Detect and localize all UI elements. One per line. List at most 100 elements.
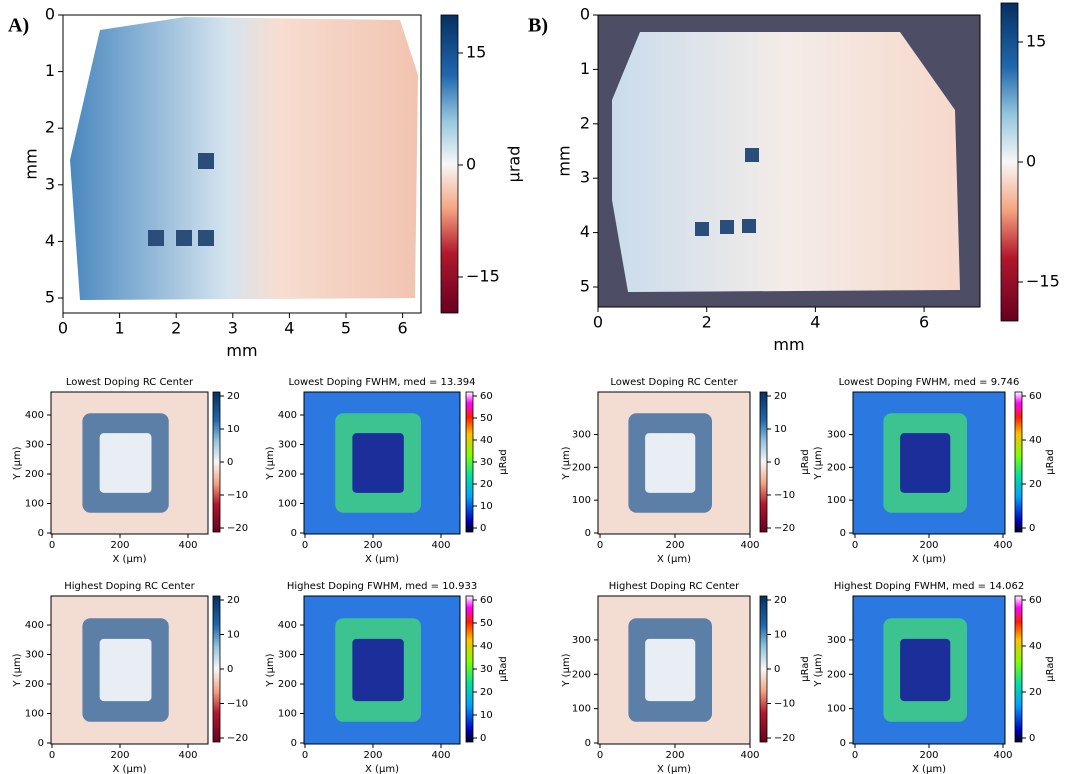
x-axis-label: X (μm) (365, 764, 399, 774)
y-axis-label: Y (μm) (813, 446, 824, 480)
x-tick-label: 400 (740, 750, 759, 761)
y-tick-label: 300 (572, 635, 591, 646)
colorbar-tick-label: −15 (466, 267, 500, 286)
y-tick-label: 200 (25, 469, 44, 480)
colorbar-tick-label: 20 (774, 391, 787, 402)
y-tick-label: 2 (580, 113, 590, 132)
y-tick-label: 100 (25, 499, 44, 510)
colorbar-tick-label: 40 (1029, 641, 1042, 652)
colorbar-tick-label: 10 (227, 630, 240, 641)
colorbar-tick-label: 20 (227, 391, 240, 402)
y-tick-label: 0 (580, 5, 590, 24)
colorbar-tick-label: 30 (480, 457, 493, 468)
x-axis-label: X (μm) (912, 554, 946, 565)
y-tick-label: 4 (45, 231, 55, 250)
colorbar-tick-label: 10 (774, 424, 787, 435)
colorbar-tick-label: 50 (480, 618, 493, 629)
subplot-title: Lowest Doping RC Center (66, 377, 194, 388)
colorbar (1015, 596, 1022, 742)
y-tick-label: 200 (25, 679, 44, 690)
x-tick-label: 200 (363, 540, 382, 551)
x-axis-label: X (μm) (912, 764, 946, 774)
y-tick-label: 1 (45, 61, 55, 80)
y-axis-label: mm (22, 148, 41, 179)
colorbar-tick-label: −10 (227, 699, 248, 710)
x-tick-label: 0 (593, 313, 603, 332)
panel-label: B) (528, 15, 548, 37)
x-tick-label: 0 (302, 750, 308, 761)
colorbar-tick-label: 60 (1029, 595, 1042, 606)
colorbar-tick-label: 60 (480, 595, 493, 606)
colorbar (760, 392, 767, 532)
y-axis-label: Y (μm) (561, 446, 572, 480)
x-tick-label: 400 (740, 540, 759, 551)
colorbar-tick-label: 10 (774, 630, 787, 641)
colorbar-tick-label: 20 (1029, 479, 1042, 490)
colorbar-tick-label: 40 (480, 435, 493, 446)
x-tick-label: 2 (171, 319, 181, 338)
y-tick-label: 4 (580, 222, 590, 241)
y-tick-label: 2 (45, 118, 55, 137)
y-tick-label: 300 (572, 430, 591, 441)
y-tick-label: 3 (580, 168, 590, 187)
x-tick-label: 0 (58, 319, 68, 338)
y-tick-label: 0 (585, 738, 591, 749)
colorbar-label: µrad (505, 146, 524, 183)
x-tick-label: 5 (341, 319, 351, 338)
map-feature (645, 639, 695, 701)
colorbar-tick-label: 15 (1026, 32, 1046, 51)
colorbar-tick-label: 50 (480, 413, 493, 424)
x-tick-label: 200 (110, 540, 129, 551)
subplot-title: Highest Doping RC Center (609, 581, 740, 592)
colorbar-tick-label: 0 (227, 457, 233, 468)
x-tick-label: 0 (302, 540, 308, 551)
y-tick-label: 100 (278, 709, 297, 720)
y-tick-label: 3 (45, 174, 55, 193)
subplot-title: Lowest Doping RC Center (610, 377, 738, 388)
y-tick-label: 200 (827, 462, 846, 473)
colorbar-tick-label: 0 (1029, 523, 1035, 534)
subplot-title: Lowest Doping FWHM, med = 9.746 (839, 377, 1020, 388)
x-tick-label: 200 (919, 750, 938, 761)
x-tick-label: 200 (110, 750, 129, 761)
y-tick-label: 400 (278, 620, 297, 631)
colorbar-tick-label: 0 (227, 664, 233, 675)
y-axis-label: mm (555, 145, 574, 176)
x-tick-label: 400 (431, 540, 450, 551)
y-tick-label: 300 (25, 650, 44, 661)
y-tick-label: 5 (580, 277, 590, 296)
colorbar-tick-label: 20 (480, 687, 493, 698)
colorbar-label: μRad (800, 449, 811, 475)
x-tick-label: 0 (852, 540, 858, 551)
x-tick-label: 400 (993, 750, 1012, 761)
map-feature (352, 639, 403, 701)
y-tick-label: 400 (25, 410, 44, 421)
y-tick-label: 400 (25, 620, 44, 631)
colorbar-tick-label: 30 (480, 664, 493, 675)
map-image (612, 32, 960, 292)
x-axis-label: mm (226, 341, 257, 360)
y-tick-label: 400 (278, 410, 297, 421)
y-tick-label: 100 (25, 709, 44, 720)
colorbar-tick-label: 60 (480, 391, 493, 402)
colorbar (760, 596, 767, 742)
y-axis-label: Y (μm) (561, 653, 572, 687)
colorbar (466, 596, 473, 742)
colorbar (213, 596, 220, 742)
subplot-title: Highest Doping FWHM, med = 10.933 (287, 581, 477, 592)
map-image (70, 17, 418, 300)
y-tick-label: 0 (291, 738, 297, 749)
y-tick-label: 200 (572, 669, 591, 680)
y-tick-label: 100 (572, 704, 591, 715)
x-axis-label: mm (773, 335, 804, 354)
y-tick-label: 300 (25, 440, 44, 451)
colorbar-label: μRad (1045, 449, 1056, 475)
colorbar-tick-label: 0 (1026, 152, 1036, 171)
x-tick-label: 400 (178, 750, 197, 761)
y-tick-label: 300 (827, 430, 846, 441)
colorbar-tick-label: 0 (480, 523, 486, 534)
colorbar-tick-label: −10 (227, 490, 248, 501)
y-tick-label: 300 (827, 635, 846, 646)
x-tick-label: 1 (115, 319, 125, 338)
colorbar (441, 15, 458, 313)
